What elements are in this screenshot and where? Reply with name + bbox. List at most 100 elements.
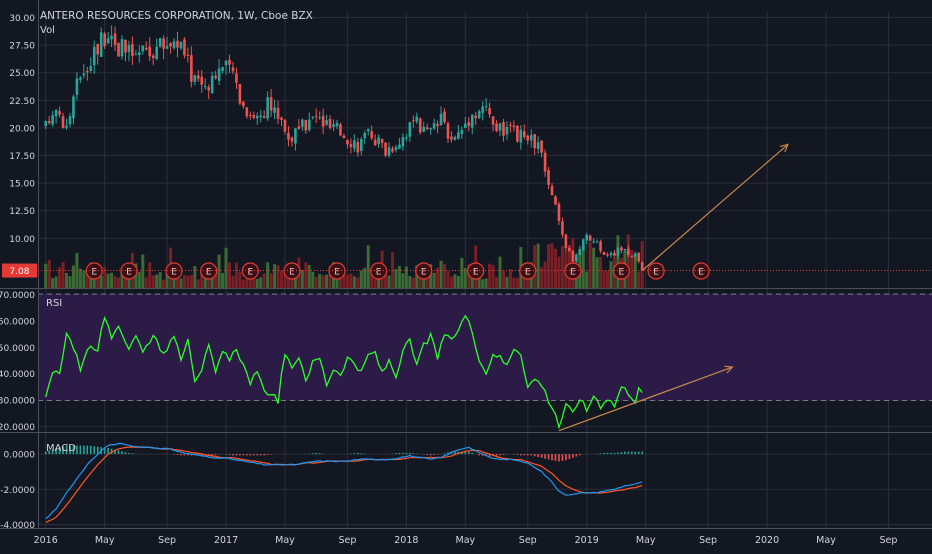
volume-bar [224,247,228,288]
earnings-marker[interactable]: E [241,262,259,280]
candle-body [228,59,231,65]
volume-bar [231,275,235,288]
candle-body [200,76,204,85]
volume-bar [321,275,325,288]
candle-body [443,111,446,123]
earnings-label: E [376,268,382,278]
volume-bar [352,276,356,288]
volume-bar [262,273,266,288]
macd-tick-label: -2.0000 [0,486,35,496]
candle-body [512,125,516,128]
candle-body [401,137,405,147]
trend-drawings[interactable] [558,143,789,432]
candle-body [412,120,415,122]
candle-body [477,111,481,119]
volume-bar [439,260,443,288]
candle-body [311,116,315,118]
earnings-marker[interactable]: E [415,262,433,280]
candle-body [266,97,269,119]
candle-body [564,234,568,249]
candle-body [616,247,620,256]
volume-bar [44,263,48,288]
earnings-marker[interactable]: E [328,262,346,280]
candle-body [640,262,644,271]
volume-bar [595,257,599,288]
candle-body [259,115,263,118]
candle-body [113,33,117,45]
candle-body [117,42,120,57]
volume-bar [162,279,166,288]
candle-body [47,121,51,123]
earnings-label: E [421,268,427,278]
candle-body [134,54,138,56]
volume-bar [491,265,495,288]
earnings-marker[interactable]: E [370,262,388,280]
earnings-label: E [698,268,704,278]
volume-bar [96,271,100,288]
x-tick-label: Sep [879,535,897,546]
candle-body [342,135,346,139]
candle-body [155,46,158,59]
volume-label: Vol [40,25,55,36]
candle-body [141,45,145,52]
candle-body [623,248,627,250]
volume-bar [75,252,79,288]
earnings-marker[interactable]: E [283,262,301,280]
volume-bar [54,276,58,288]
candle-body [359,139,363,152]
price-tick-label: 25.00 [9,69,35,79]
candle-body [44,121,47,127]
candle-body [363,132,367,139]
candle-body [72,96,75,119]
volume-bar [449,276,453,288]
volume-bar [200,272,204,288]
candle-body [297,126,301,129]
candle-body [488,108,491,115]
volume-bar [547,243,551,288]
candle-body [148,46,152,57]
candle-body [460,129,464,134]
volume-bar [370,268,374,288]
candle-body [221,67,224,72]
volume-bar [508,269,512,288]
volume-bar [470,276,474,288]
volume-bar [404,266,408,288]
volume-bar [210,272,214,288]
candle-body [252,114,256,118]
x-tick-label: 2016 [34,535,58,546]
candle-body [349,144,353,147]
candle-body [283,119,287,132]
macd-pane [44,442,643,524]
candle-body [127,44,131,52]
volume-bar [356,277,360,288]
volume-bar [266,262,270,288]
volume-bar [217,254,221,288]
x-tick-label: Sep [519,535,537,546]
volume-bar [151,275,155,288]
volume-bar [148,262,152,288]
rsi-tick-label: 50.0000 [0,344,35,354]
candle-body [110,35,113,40]
candle-body [502,122,505,136]
earnings-marker[interactable]: E [85,262,103,280]
volume-bar [155,274,159,288]
rsi-band [38,294,932,401]
candle-body [106,38,110,44]
macd-tick-label: -4.0000 [0,521,35,531]
volume-bar [113,276,117,288]
candle-body [99,32,103,57]
earnings-label: E [289,268,295,278]
x-tick-label: May [456,535,476,546]
candle-body [92,46,96,66]
volume-bar [463,268,467,288]
volume-bar [602,270,606,288]
candle-body [280,117,283,120]
candle-body [498,123,502,131]
volume-bar [540,267,544,288]
candle-body [290,137,294,142]
last-price-tag [2,263,37,278]
volume-bar [436,267,440,288]
volume-bar [99,275,103,288]
